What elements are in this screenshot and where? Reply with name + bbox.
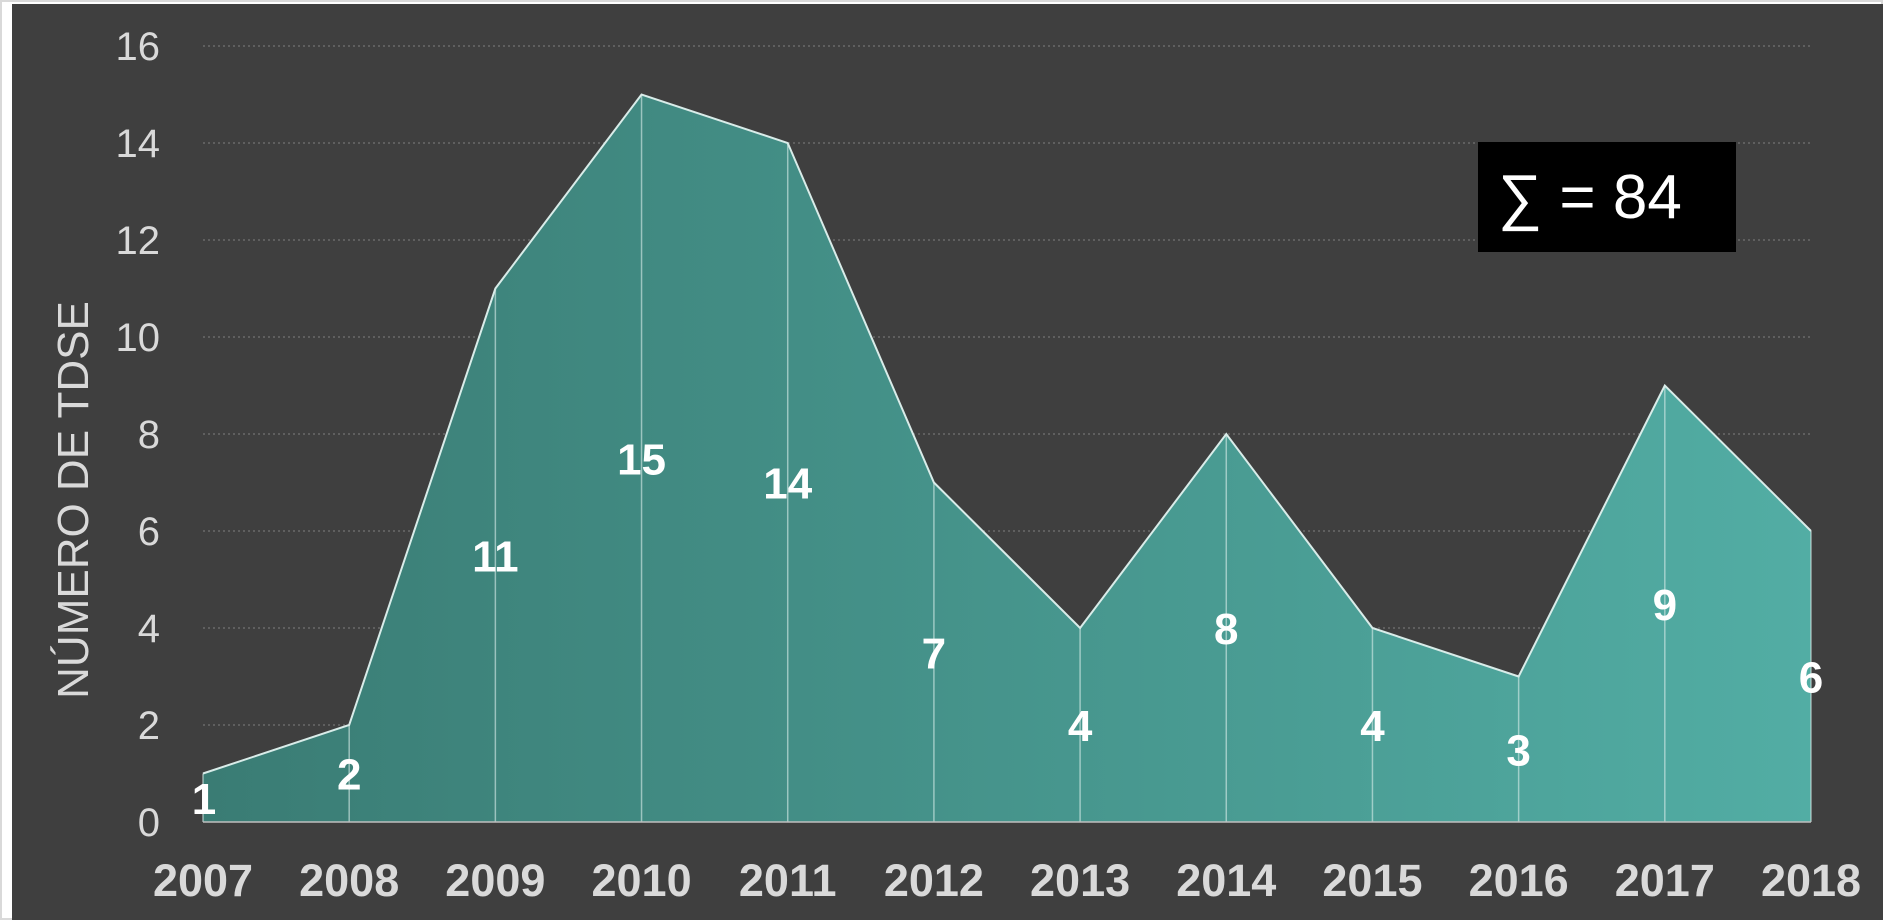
y-tick-label: 12 [116,219,161,263]
data-label: 15 [617,435,666,484]
data-label: 3 [1506,726,1530,775]
x-tick-label: 2011 [739,855,837,906]
y-tick-label: 8 [138,413,160,457]
x-axis-ticks: 2007 2008 2009 2010 2011 2012 2013 2014 2015 2016… [153,855,1861,906]
data-label: 6 [1799,654,1823,703]
data-label: 11 [472,532,519,581]
x-tick-label: 2017 [1615,855,1715,906]
data-labels: 1 2 11 15 14 7 4 8 4 3 9 6 [192,435,1823,824]
y-tick-label: 16 [116,25,161,69]
y-tick-label: 4 [138,607,160,651]
data-label: 14 [763,460,812,509]
y-axis-label: NÚMERO DE TDSE [49,301,98,699]
sum-annotation-text: ∑ = 84 [1498,162,1682,232]
x-tick-label: 2015 [1322,855,1422,906]
y-tick-label: 0 [138,801,160,845]
y-tick-label: 2 [138,704,160,748]
x-tick-label: 2009 [445,855,545,906]
sum-annotation: ∑ = 84 [1478,142,1736,252]
x-tick-label: 2012 [884,855,984,906]
data-label: 2 [337,751,361,800]
y-axis-ticks: 0 2 4 6 8 10 12 14 16 [116,25,161,845]
x-tick-label: 2018 [1761,855,1861,906]
y-tick-label: 10 [116,316,161,360]
area-outline [202,93,1812,775]
x-tick-label: 2016 [1469,855,1569,906]
y-tick-label: 14 [116,122,161,166]
y-tick-label: 6 [138,510,160,554]
x-tick-label: 2013 [1030,855,1130,906]
data-label: 9 [1653,581,1677,630]
x-tick-label: 2014 [1176,855,1276,906]
data-label: 8 [1214,605,1238,654]
data-label: 1 [192,775,216,824]
x-tick-label: 2010 [591,855,691,906]
data-label: 7 [922,629,946,678]
area-layer [202,93,1812,823]
x-tick-label: 2007 [153,855,253,906]
x-tick-label: 2008 [299,855,399,906]
data-label: 4 [1068,702,1093,751]
data-label: 4 [1360,702,1385,751]
